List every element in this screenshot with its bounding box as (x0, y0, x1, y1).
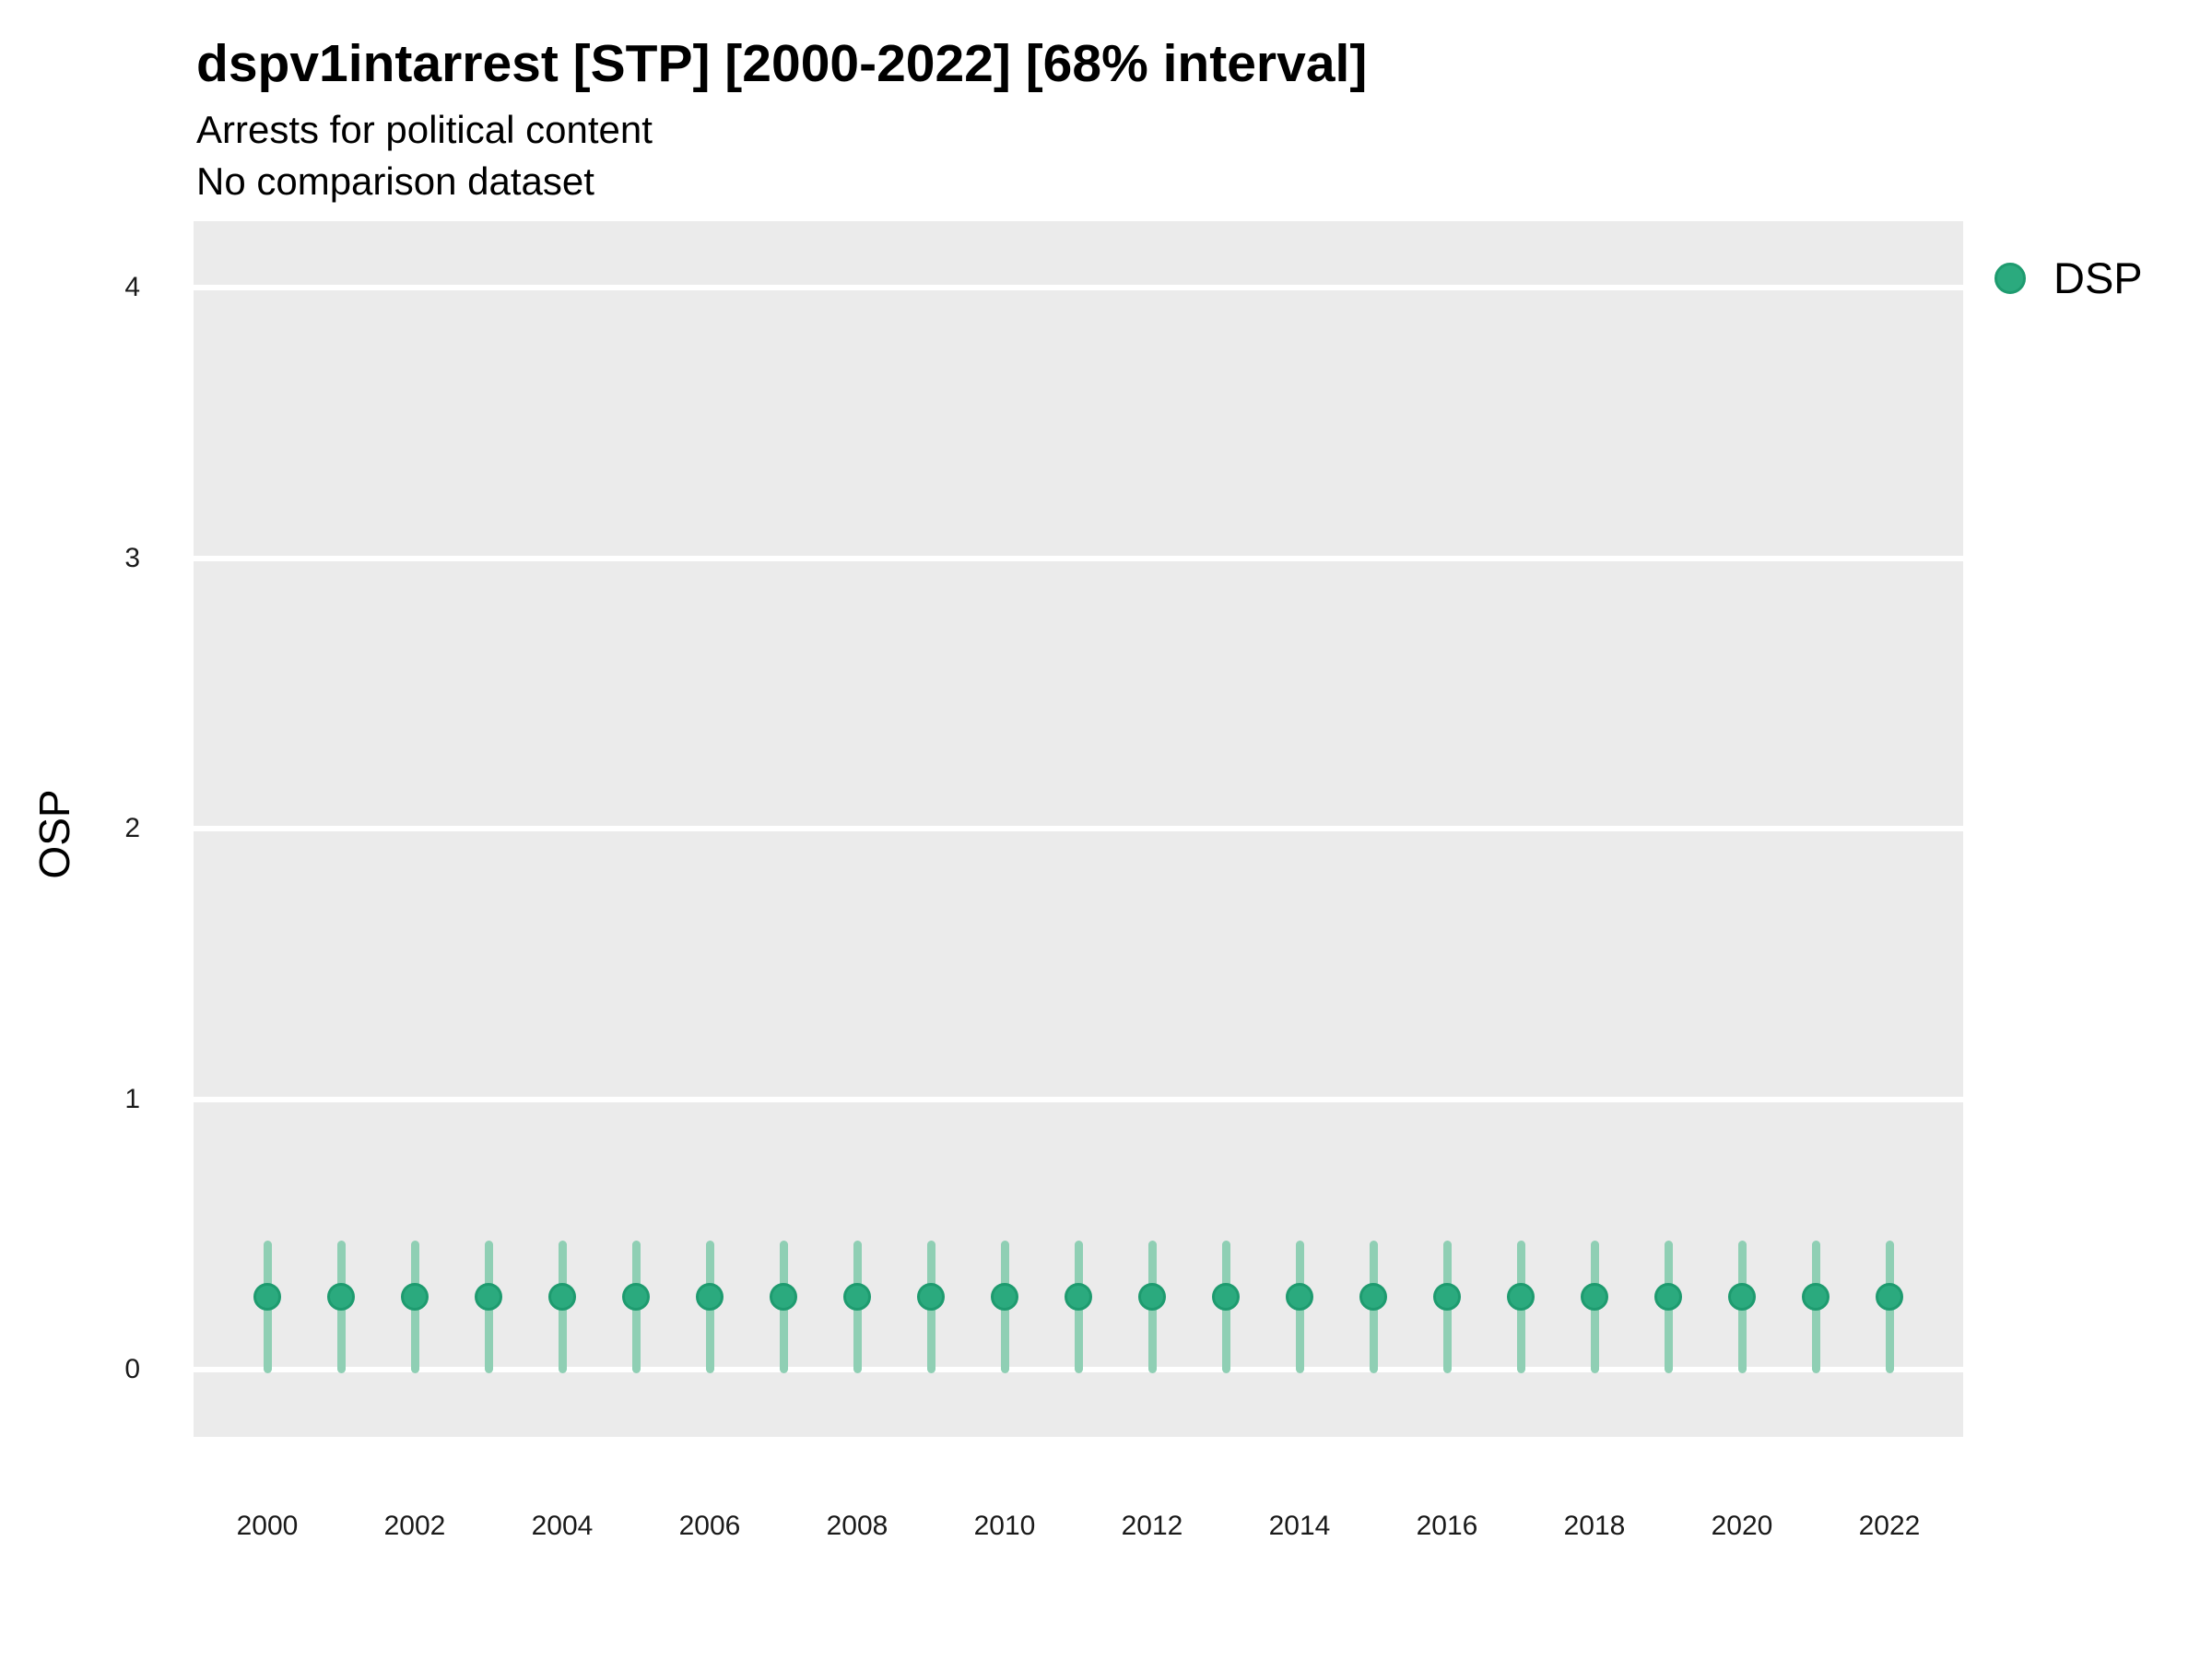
data-point-2014 (1286, 1282, 1313, 1311)
chart-subtitle-line-1: Arrests for political content (196, 108, 653, 151)
y-tick-label: 0 (124, 1354, 140, 1384)
data-point-2011 (1065, 1282, 1092, 1311)
data-point-2002 (401, 1282, 429, 1311)
y-tick-label: 1 (124, 1083, 140, 1114)
data-point-2008 (843, 1282, 871, 1311)
x-tick-label: 2022 (1858, 1511, 1921, 1541)
data-point-2013 (1212, 1282, 1240, 1311)
chart-subtitle-line-2: No comparison dataset (196, 159, 594, 203)
gridline-y-1 (194, 1096, 1963, 1102)
data-point-2019 (1654, 1282, 1682, 1311)
data-point-2012 (1138, 1282, 1166, 1311)
x-tick-label: 2018 (1563, 1511, 1626, 1541)
data-point-2004 (548, 1282, 576, 1311)
data-point-2018 (1581, 1282, 1608, 1311)
legend-dsp-dot-icon (1994, 262, 2026, 294)
data-point-2021 (1802, 1282, 1830, 1311)
y-tick-label: 3 (124, 542, 140, 573)
data-point-2007 (770, 1282, 797, 1311)
data-point-2020 (1728, 1282, 1756, 1311)
data-point-2009 (917, 1282, 945, 1311)
plot-panel (194, 221, 1963, 1437)
data-point-2001 (327, 1282, 355, 1311)
data-point-2003 (475, 1282, 502, 1311)
x-tick-label: 2014 (1268, 1511, 1331, 1541)
data-point-2010 (991, 1282, 1018, 1311)
x-tick-label: 2012 (1121, 1511, 1183, 1541)
x-tick-label: 2020 (1711, 1511, 1773, 1541)
x-tick-label: 2006 (678, 1511, 741, 1541)
gridline-y-3 (194, 555, 1963, 561)
chart-title: dspv1intarrest [STP] [2000-2022] [68% in… (196, 34, 1368, 93)
x-tick-label: 2008 (826, 1511, 888, 1541)
data-point-2005 (622, 1282, 650, 1311)
gridline-y-4 (194, 285, 1963, 290)
x-tick-label: 2000 (236, 1511, 299, 1541)
y-tick-label: 2 (124, 813, 140, 843)
data-point-2015 (1359, 1282, 1387, 1311)
legend-dsp-label: DSP (2053, 253, 2143, 302)
data-point-2006 (696, 1282, 724, 1311)
data-point-2016 (1433, 1282, 1461, 1311)
legend: DSP (1994, 256, 2143, 300)
x-tick-label: 2016 (1416, 1511, 1478, 1541)
data-point-2000 (253, 1282, 281, 1311)
x-tick-label: 2004 (531, 1511, 594, 1541)
data-point-2017 (1507, 1282, 1535, 1311)
x-tick-label: 2002 (383, 1511, 446, 1541)
gridline-y-2 (194, 826, 1963, 831)
y-tick-label: 4 (124, 272, 140, 302)
data-point-2022 (1876, 1282, 1903, 1311)
x-tick-label: 2010 (973, 1511, 1036, 1541)
